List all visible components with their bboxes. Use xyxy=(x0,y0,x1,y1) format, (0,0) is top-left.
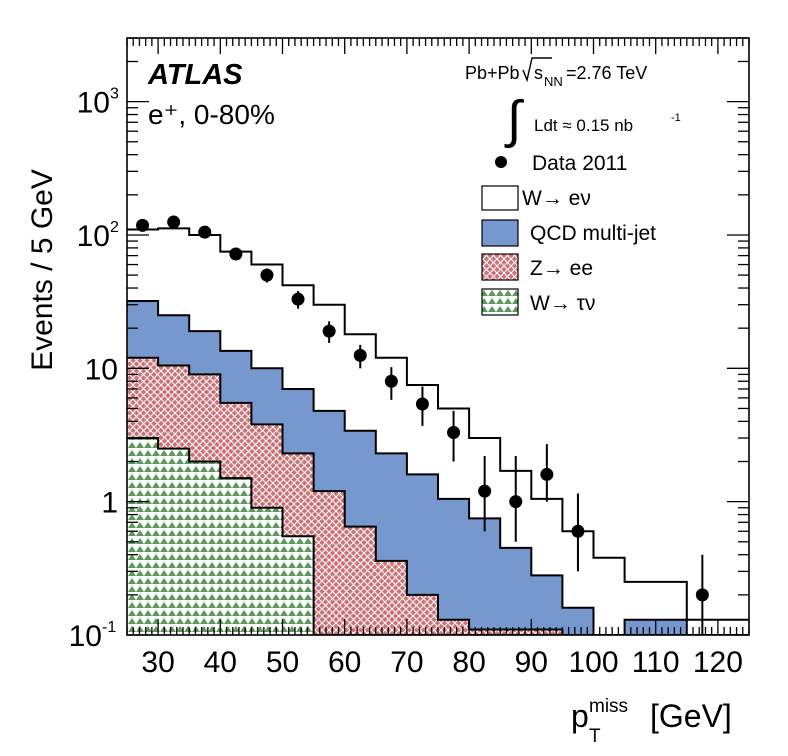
channel-label: e⁺, 0-80% xyxy=(148,99,275,130)
x-tick-label: 50 xyxy=(266,646,299,679)
x-tick-label: 80 xyxy=(452,646,485,679)
data-point xyxy=(229,247,243,261)
y-tick-label: 10 xyxy=(77,220,110,253)
data-point xyxy=(291,292,305,306)
data-point xyxy=(540,467,554,481)
wtaunu-area xyxy=(127,438,749,635)
zee-outline xyxy=(127,356,749,635)
sqrt-s-subscript: NN xyxy=(544,74,563,89)
y-tick-exponent: -1 xyxy=(102,619,116,636)
energy-label: =2.76 TeV xyxy=(566,63,647,83)
y-tick-label: 10 xyxy=(77,87,110,120)
x-tick-label: 40 xyxy=(204,646,237,679)
data-point xyxy=(198,225,212,239)
x-axis-title: p T miss [GeV] xyxy=(571,696,732,747)
wenu-outline xyxy=(127,227,749,621)
y-tick-exponent: 3 xyxy=(110,86,119,103)
x-axis-title-base: p xyxy=(571,698,589,734)
luminosity-exponent: -1 xyxy=(671,112,681,124)
y-axis-title: Events / 5 GeV xyxy=(26,169,59,371)
legend: Data 2011 W→ eν QCD multi-jet Z→ ee W→ τ… xyxy=(481,152,656,316)
x-axis-title-sub: T xyxy=(589,726,601,747)
y-tick-label: 10 xyxy=(69,620,102,653)
stacked-histograms xyxy=(127,227,749,635)
data-point xyxy=(322,324,336,338)
axis-ticks xyxy=(126,37,750,636)
legend-data-marker xyxy=(495,156,507,168)
legend-wenu-swatch xyxy=(481,185,519,211)
legend-qcd-swatch xyxy=(481,219,519,247)
legend-qcd-label: QCD multi-jet xyxy=(530,222,656,245)
data-point xyxy=(447,426,461,440)
wtaunu-outline xyxy=(127,437,749,635)
y-tick-exponent: 2 xyxy=(110,219,119,236)
x-axis-title-unit: [GeV] xyxy=(650,698,732,734)
data-point xyxy=(136,218,150,232)
y-tick-label: 10 xyxy=(85,353,118,386)
x-tick-label: 60 xyxy=(328,646,361,679)
x-tick-label: 100 xyxy=(568,646,618,679)
sqrt-s-label: s xyxy=(534,63,543,83)
data-point xyxy=(353,348,367,362)
x-tick-label: 70 xyxy=(390,646,423,679)
data-point xyxy=(571,524,585,538)
data-point xyxy=(260,268,274,282)
legend-zee-label: Z→ ee xyxy=(530,257,593,280)
legend-wtaunu-label: W→ τν xyxy=(530,292,595,315)
x-axis-title-sup: miss xyxy=(589,696,628,717)
x-tick-label: 110 xyxy=(632,646,680,679)
x-tick-labels: 30 40 50 60 70 80 90 100 110 120 xyxy=(141,646,743,679)
x-tick-label: 90 xyxy=(515,646,548,679)
legend-wtaunu-swatch xyxy=(481,288,519,316)
data-point xyxy=(167,215,181,229)
legend-wenu-label: W→ eν xyxy=(522,187,591,210)
sqrt-symbol xyxy=(522,57,552,83)
data-point xyxy=(415,397,429,411)
qcd-outline xyxy=(127,299,749,635)
atlas-label: ATLAS xyxy=(147,59,243,91)
x-tick-label: 30 xyxy=(141,646,174,679)
legend-data-label: Data 2011 xyxy=(532,152,627,175)
y-tick-label: 1 xyxy=(101,487,118,520)
integral-icon: ∫ xyxy=(504,91,524,149)
x-tick-label: 120 xyxy=(693,646,743,679)
data-point xyxy=(478,484,492,498)
legend-zee-swatch xyxy=(481,253,519,281)
collision-label: Pb+Pb xyxy=(465,63,520,83)
luminosity-label: Ldt ≈ 0.15 nb xyxy=(534,116,633,135)
data-point xyxy=(509,495,523,509)
data-point xyxy=(695,588,709,602)
data-point xyxy=(384,374,398,388)
data-points xyxy=(136,215,709,635)
